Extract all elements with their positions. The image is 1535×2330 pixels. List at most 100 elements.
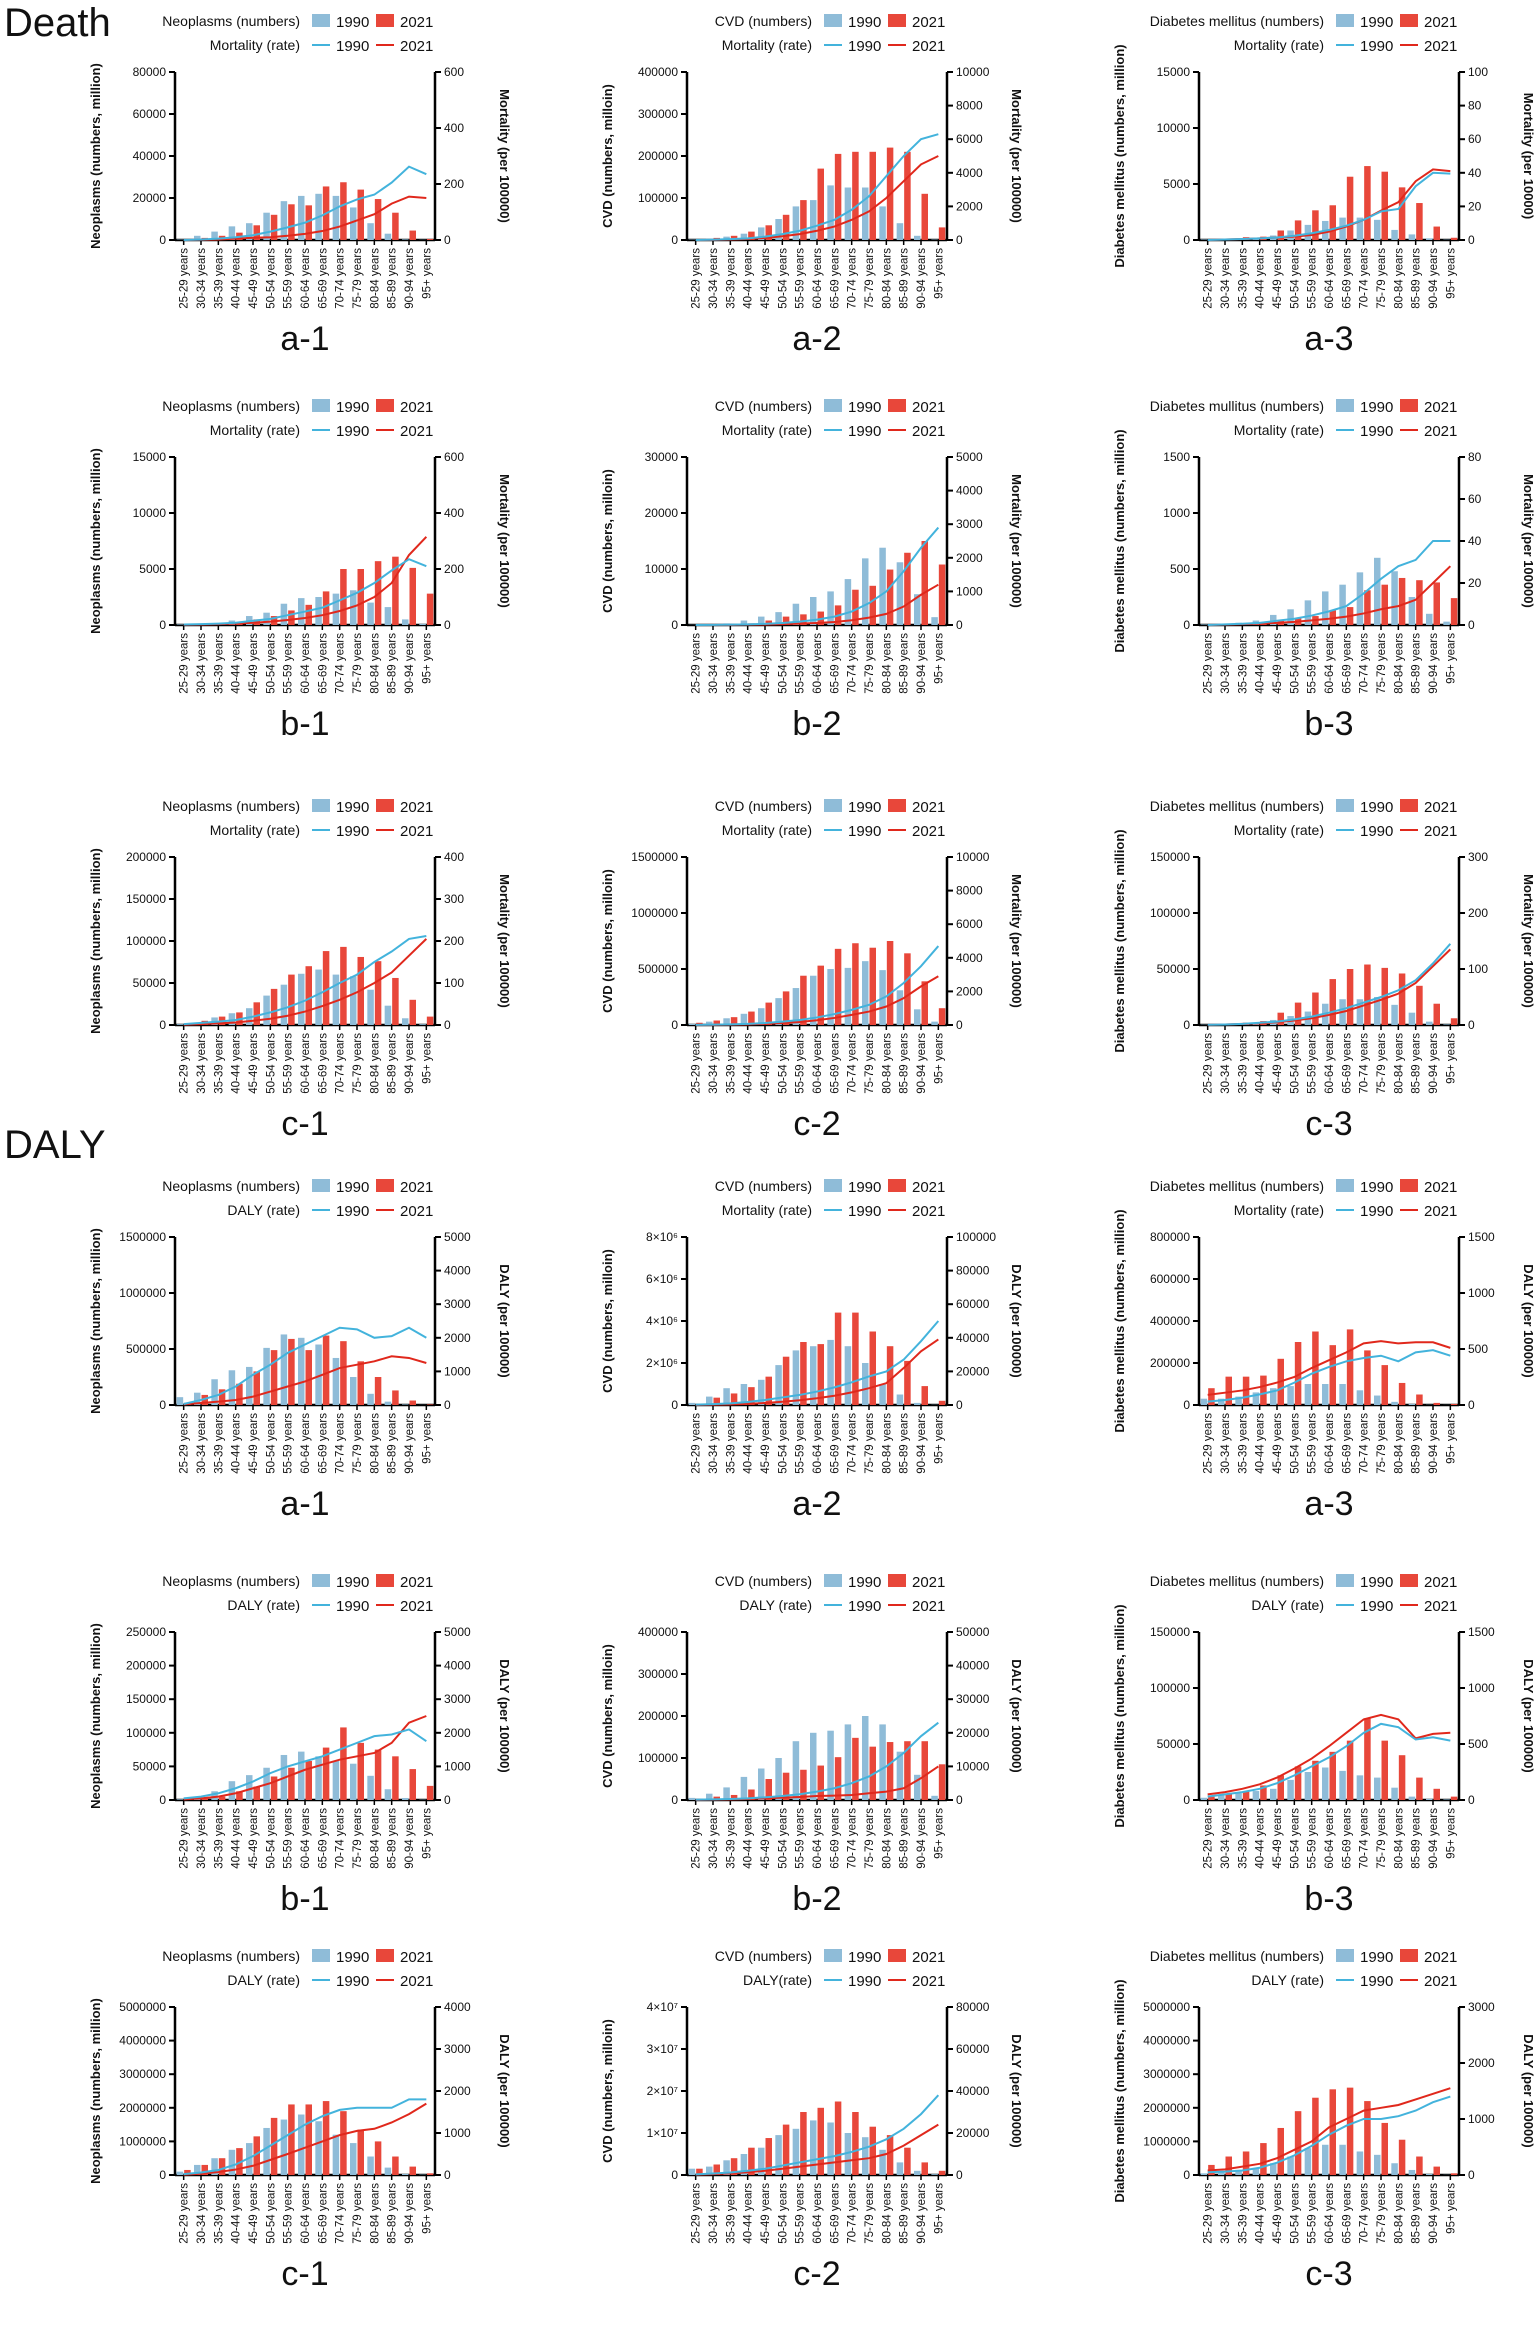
bar-2021 <box>1243 2151 1250 2175</box>
bar-2021 <box>1416 2157 1423 2175</box>
right-tick-label: 20000 <box>956 1364 990 1378</box>
x-tick-label: 80-84 years <box>369 633 381 694</box>
legend-swatch-bar-1990 <box>1336 399 1354 412</box>
left-tick-label: 500000 <box>126 1342 166 1356</box>
legend-year-label: 2021 <box>1424 1574 1457 1591</box>
bar-1990 <box>1409 1797 1416 1800</box>
legend-swatch-bar-1990 <box>312 1574 330 1587</box>
chart-svg: Diabetes mellitus (numbers)DALY (rate)19… <box>1024 1935 1535 2325</box>
x-tick-label: 60-64 years <box>300 2183 312 2244</box>
panel-label: a-2 <box>792 320 841 358</box>
bar-1990 <box>263 2128 270 2175</box>
left-tick-label: 0 <box>159 618 166 632</box>
bar-2021 <box>358 569 365 625</box>
left-tick-label: 200000 <box>126 850 166 864</box>
bar-2021 <box>1416 986 1423 1025</box>
right-tick-label: 20000 <box>956 2126 990 2140</box>
bar-1990 <box>315 2121 322 2175</box>
legend-swatch-bar-1990 <box>824 1574 842 1587</box>
x-tick-label: 85-89 years <box>899 1033 911 1094</box>
legend-year-label: 1990 <box>336 1179 369 1196</box>
bar-2021 <box>1278 1013 1285 1025</box>
legend-year-label: 1990 <box>848 1598 881 1615</box>
legend-swatch-bar-1990 <box>824 14 842 27</box>
line-1990 <box>1208 1724 1451 1797</box>
left-tick-label: 0 <box>159 233 166 247</box>
legend-year-label: 2021 <box>400 14 433 31</box>
bar-2021 <box>800 1770 807 1800</box>
right-tick-label: 0 <box>956 1793 963 1807</box>
bar-1990 <box>333 1358 340 1405</box>
bar-1990 <box>1443 1799 1450 1800</box>
right-tick-label: 60 <box>1468 132 1482 146</box>
legend-swatch-bar-1990 <box>824 1179 842 1192</box>
legend-year-label: 2021 <box>912 399 945 416</box>
x-tick-label: 50-54 years <box>777 1033 789 1094</box>
bar-1990 <box>1357 2151 1364 2175</box>
bar-1990 <box>350 2143 357 2175</box>
left-tick-label: 4×10⁷ <box>647 2000 678 2014</box>
legend-year-label: 2021 <box>400 399 433 416</box>
bar-2021 <box>410 231 417 240</box>
legend-year-label: 2021 <box>912 1179 945 1196</box>
bar-2021 <box>1451 598 1458 625</box>
bar-2021 <box>1226 1794 1233 1800</box>
x-tick-label: 80-84 years <box>369 1808 381 1869</box>
bar-2021 <box>375 961 382 1025</box>
line-2021 <box>1208 1715 1451 1795</box>
bar-1990 <box>897 1395 904 1406</box>
bar-2021 <box>922 981 929 1025</box>
legend: Diabetes mellitus (numbers)Mortality (ra… <box>1150 13 1458 55</box>
x-tick-label: 25-29 years <box>179 248 191 309</box>
legend-swatch-bar-2021 <box>888 1949 906 1962</box>
right-tick-label: 0 <box>1468 1018 1475 1032</box>
right-tick-label: 5000 <box>444 1625 471 1639</box>
legend: Diabetes mellitus (numbers)Mortality (ra… <box>1150 798 1458 840</box>
bar-2021 <box>1364 166 1371 240</box>
legend-swatch-bar-2021 <box>376 399 394 412</box>
x-tick-label: 70-74 years <box>847 2183 859 2244</box>
x-tick-label: 90-94 years <box>1428 248 1440 309</box>
x-tick-label: 35-39 years <box>1237 1033 1249 1094</box>
legend-swatch-bar-2021 <box>1400 14 1418 27</box>
right-tick-label: 1000 <box>444 2126 471 2140</box>
right-tick-label: 0 <box>1468 233 1475 247</box>
bar-1990 <box>177 1397 184 1405</box>
bar-1990 <box>1391 1788 1398 1800</box>
x-tick-label: 30-34 years <box>1220 1413 1232 1474</box>
x-tick-label: 30-34 years <box>708 248 720 309</box>
legend-year-label: 1990 <box>1360 399 1393 416</box>
legend-year-label: 1990 <box>848 423 881 440</box>
x-tick-label: 35-39 years <box>1237 1413 1249 1474</box>
bar-2021 <box>427 1404 434 1405</box>
legend-year-label: 2021 <box>400 1973 433 1990</box>
legend-swatch-bar-2021 <box>376 1949 394 1962</box>
x-tick-label: 80-84 years <box>1393 1033 1405 1094</box>
right-tick-label: 6000 <box>956 132 983 146</box>
x-tick-label: 65-69 years <box>317 1808 329 1869</box>
left-tick-label: 0 <box>159 1398 166 1412</box>
left-tick-label: 800000 <box>1150 1230 1190 1244</box>
x-tick-label: 60-64 years <box>1324 1413 1336 1474</box>
right-tick-label: 5000 <box>444 1230 471 1244</box>
bar-2021 <box>1382 1741 1389 1800</box>
legend-year-label: 1990 <box>1360 1179 1393 1196</box>
bar-1990 <box>385 234 392 240</box>
legend-bar-label: Neoplasms (numbers) <box>162 798 300 814</box>
x-tick-label: 60-64 years <box>1324 248 1336 309</box>
x-tick-label: 30-34 years <box>196 633 208 694</box>
legend-year-label: 2021 <box>912 1203 945 1220</box>
bar-1990 <box>402 2174 409 2175</box>
x-tick-label: 50-54 years <box>777 1413 789 1474</box>
bar-2021 <box>939 565 946 625</box>
bar-2021 <box>922 2162 929 2175</box>
left-tick-label: 0 <box>1183 1018 1190 1032</box>
x-tick-label: 40-44 years <box>231 1413 243 1474</box>
bar-1990 <box>1426 2174 1433 2175</box>
x-tick-label: 35-39 years <box>213 633 225 694</box>
